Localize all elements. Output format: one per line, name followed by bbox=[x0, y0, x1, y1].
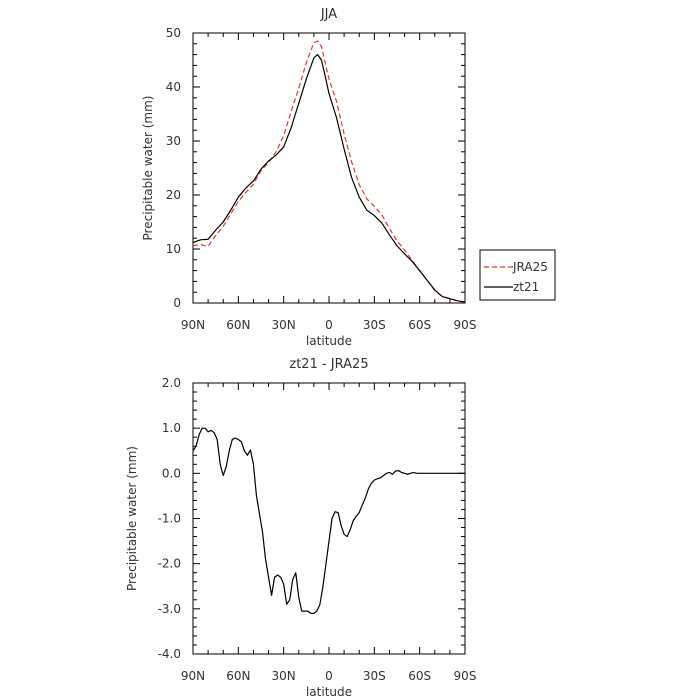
y-axis-label: Precipitable water (mm) bbox=[141, 96, 155, 241]
y-tick-label: 20 bbox=[166, 188, 181, 202]
legend-label: zt21 bbox=[513, 280, 539, 294]
x-tick-label: 30S bbox=[363, 318, 386, 332]
x-tick-label: 90S bbox=[454, 318, 477, 332]
legend-label: JRA25 bbox=[512, 260, 548, 274]
legend: JRA25 zt21 bbox=[479, 249, 556, 301]
x-tick-label: 60S bbox=[408, 669, 431, 683]
x-tick-label: 90N bbox=[181, 318, 205, 332]
x-tick-label: 90S bbox=[454, 669, 477, 683]
x-tick-label: 30N bbox=[272, 318, 296, 332]
x-tick-label: 0 bbox=[325, 318, 333, 332]
x-axis-label: latitude bbox=[306, 334, 352, 348]
x-axis-label: latitude bbox=[306, 685, 352, 699]
series-line-zt21 bbox=[192, 53, 466, 303]
plot-frame bbox=[192, 32, 466, 304]
x-tick-label: 30N bbox=[272, 669, 296, 683]
plot-frame bbox=[192, 382, 466, 655]
y-tick-label: 2.0 bbox=[162, 376, 181, 390]
x-tick-label: 60N bbox=[226, 318, 250, 332]
y-tick-label: 30 bbox=[166, 134, 181, 148]
series-line-series-1 bbox=[192, 427, 465, 614]
y-tick-label: 40 bbox=[166, 80, 181, 94]
y-tick-label: 1.0 bbox=[162, 421, 181, 435]
y-tick-label: 50 bbox=[166, 26, 181, 40]
y-tick-label: -4.0 bbox=[158, 647, 181, 661]
y-tick-label: -2.0 bbox=[158, 557, 181, 571]
y-axis-label: Precipitable water (mm) bbox=[125, 446, 139, 591]
y-tick-label: 0.0 bbox=[162, 466, 181, 480]
x-tick-label: 60S bbox=[408, 318, 431, 332]
x-tick-label: 0 bbox=[325, 669, 333, 683]
y-tick-label: 10 bbox=[166, 242, 181, 256]
chart-panel-2: zt21 - JRA25 90N 60N 30N 0 30S 60S 90S -4.0 -3.0 -… bbox=[125, 357, 476, 699]
y-tick-label: -3.0 bbox=[158, 602, 181, 616]
x-tick-label: 60N bbox=[226, 669, 250, 683]
chart-title: zt21 - JRA25 bbox=[289, 357, 368, 372]
chart-panel-1: JJA 90N 60N 30N 0 30S 60S 90S 0 10 20 30 40 50 latitud… bbox=[141, 7, 556, 348]
y-tick-label: -1.0 bbox=[158, 512, 181, 526]
chart-title: JJA bbox=[320, 7, 337, 22]
y-tick-label: 0 bbox=[173, 296, 181, 310]
x-tick-label: 30S bbox=[363, 669, 386, 683]
series-line-jra25 bbox=[192, 40, 466, 304]
legend-box bbox=[479, 249, 556, 301]
x-tick-label: 90N bbox=[181, 669, 205, 683]
